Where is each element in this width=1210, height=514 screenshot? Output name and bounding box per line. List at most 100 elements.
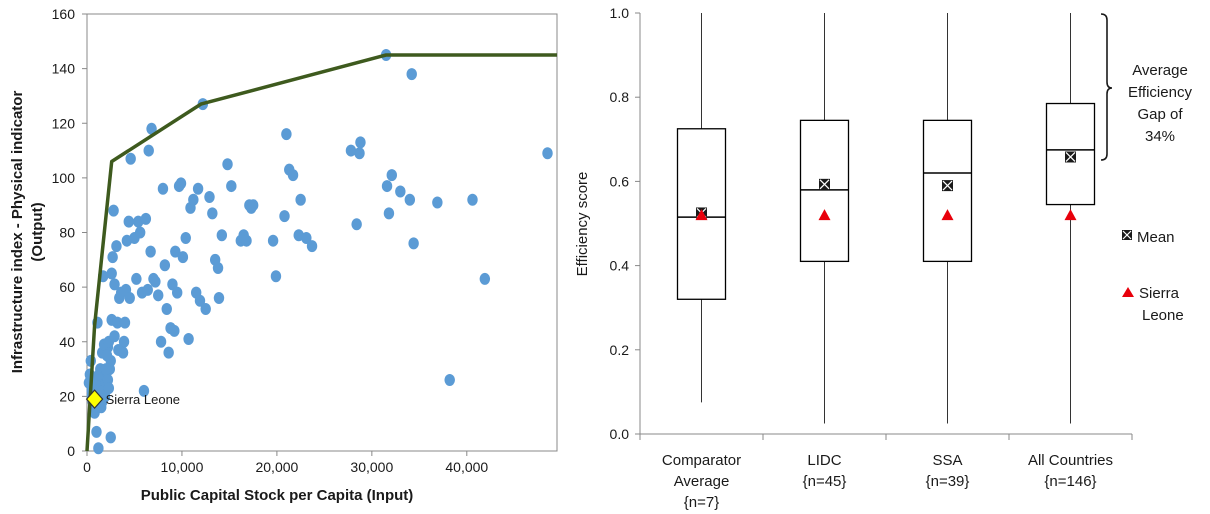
scatter-point — [145, 245, 156, 258]
scatter-point — [404, 193, 416, 206]
scatter-point — [155, 335, 167, 348]
scatter-point — [113, 343, 124, 356]
scatter-y-tick-label: 160 — [52, 6, 76, 22]
gap-annotation-line4: 34% — [1145, 128, 1175, 145]
scatter-point — [118, 335, 130, 348]
scatter-point — [355, 136, 366, 149]
scatter-point — [444, 373, 455, 386]
box-category-label: All Countries — [1028, 452, 1113, 469]
scatter-point — [111, 240, 122, 253]
scatter-y-tick-label: 80 — [59, 225, 75, 241]
scatter-point — [408, 237, 419, 250]
box-group — [1045, 13, 1096, 424]
scatter-point — [124, 292, 135, 305]
box-y-tick-label: 0.4 — [610, 258, 630, 274]
sierra-leone-point — [85, 389, 104, 410]
gap-annotation-line2: Efficiency — [1128, 84, 1192, 101]
box-category-label: Comparator — [662, 452, 741, 469]
scatter-point — [183, 333, 194, 346]
sierra-leone-marker — [85, 389, 104, 410]
scatter-point — [93, 442, 104, 455]
scatter-x-tick-label: 10,000 — [161, 459, 204, 475]
scatter-point — [479, 272, 491, 285]
scatter-point — [138, 384, 150, 397]
box-group — [922, 13, 973, 424]
scatter-point — [270, 270, 282, 283]
box-y-axis-label: Efficiency score — [574, 172, 591, 277]
box-legend: Mean Sierra Leone — [1122, 229, 1184, 324]
box-category-label: SSA — [932, 452, 962, 469]
scatter-point — [140, 212, 152, 225]
scatter-point — [467, 193, 478, 206]
scatter-point — [180, 231, 191, 244]
scatter-point — [175, 177, 187, 190]
scatter-point — [432, 196, 443, 209]
gap-annotation-line1: Average — [1132, 62, 1188, 79]
scatter-point — [386, 169, 397, 182]
legend-sierra-leone-label-line2: Leone — [1142, 307, 1184, 324]
scatter-plot-area — [86, 13, 558, 452]
scatter-point — [119, 316, 131, 329]
scatter-point — [281, 128, 292, 141]
scatter-point — [101, 349, 113, 362]
scatter-point — [107, 251, 118, 264]
box-y-tick-label: 0.6 — [610, 173, 630, 189]
box-category-label: Average — [674, 473, 730, 490]
scatter-point — [212, 262, 224, 275]
scatter-point — [143, 144, 154, 157]
scatter-point — [91, 425, 102, 438]
scatter-point — [200, 302, 211, 315]
scatter-y-axis-label-line1: Infrastructure index - Physical indicato… — [9, 91, 26, 374]
scatter-point — [241, 234, 252, 247]
scatter-point — [204, 190, 215, 203]
scatter-point — [395, 185, 406, 198]
efficiency-gap-bracket — [1100, 13, 1113, 161]
scatter-point — [216, 229, 228, 242]
scatter-point — [351, 218, 362, 231]
scatter-y-tick-label: 120 — [52, 115, 76, 131]
sierra-leone-marker — [695, 209, 708, 221]
scatter-point — [295, 193, 306, 206]
scatter-point — [169, 324, 180, 337]
scatter-point — [406, 68, 417, 81]
scatter-point — [188, 193, 199, 206]
scatter-point — [163, 346, 174, 359]
box-category-label: LIDC — [807, 452, 841, 469]
sierra-leone-marker — [1064, 209, 1077, 221]
scatter-x-tick-label: 20,000 — [255, 459, 298, 475]
scatter-point — [301, 231, 312, 244]
scatter-point — [247, 199, 259, 212]
box-group — [676, 13, 727, 403]
scatter-y-tick-label: 40 — [59, 334, 75, 350]
scatter-point — [134, 226, 146, 239]
scatter-point — [159, 259, 171, 272]
mean-marker — [819, 178, 830, 190]
box-category-label: {n=45} — [803, 473, 847, 490]
gap-annotation-line3: Gap of — [1137, 106, 1183, 123]
interquartile-box — [799, 119, 850, 263]
box-y-tick-label: 0.2 — [610, 342, 630, 358]
box-y-ticks: 0.0 0.2 0.4 0.6 0.8 1.0 — [610, 5, 640, 442]
scatter-y-tick-label: 0 — [67, 443, 75, 459]
box-group — [799, 13, 850, 424]
scatter-point — [125, 152, 136, 165]
scatter-point — [345, 144, 357, 157]
sierra-leone-marker — [941, 209, 954, 221]
scatter-point — [153, 289, 164, 302]
mean-marker — [1065, 151, 1076, 163]
scatter-point — [157, 182, 169, 195]
scatter-point — [383, 207, 395, 220]
scatter-point — [146, 122, 157, 135]
scatter-point — [172, 286, 183, 299]
scatter-point — [109, 278, 120, 291]
scatter-point — [177, 251, 189, 264]
scatter-point — [142, 283, 153, 296]
box-x-ticks — [639, 434, 1133, 440]
scatter-point — [306, 240, 318, 253]
scatter-x-ticks: 0 10,000 20,000 30,000 40,000 — [83, 451, 488, 475]
legend-sierra-leone-label-line1: Sierra — [1139, 285, 1180, 302]
legend-mean-icon — [1122, 230, 1132, 240]
scatter-point — [192, 182, 204, 195]
scatter-point — [194, 294, 206, 307]
